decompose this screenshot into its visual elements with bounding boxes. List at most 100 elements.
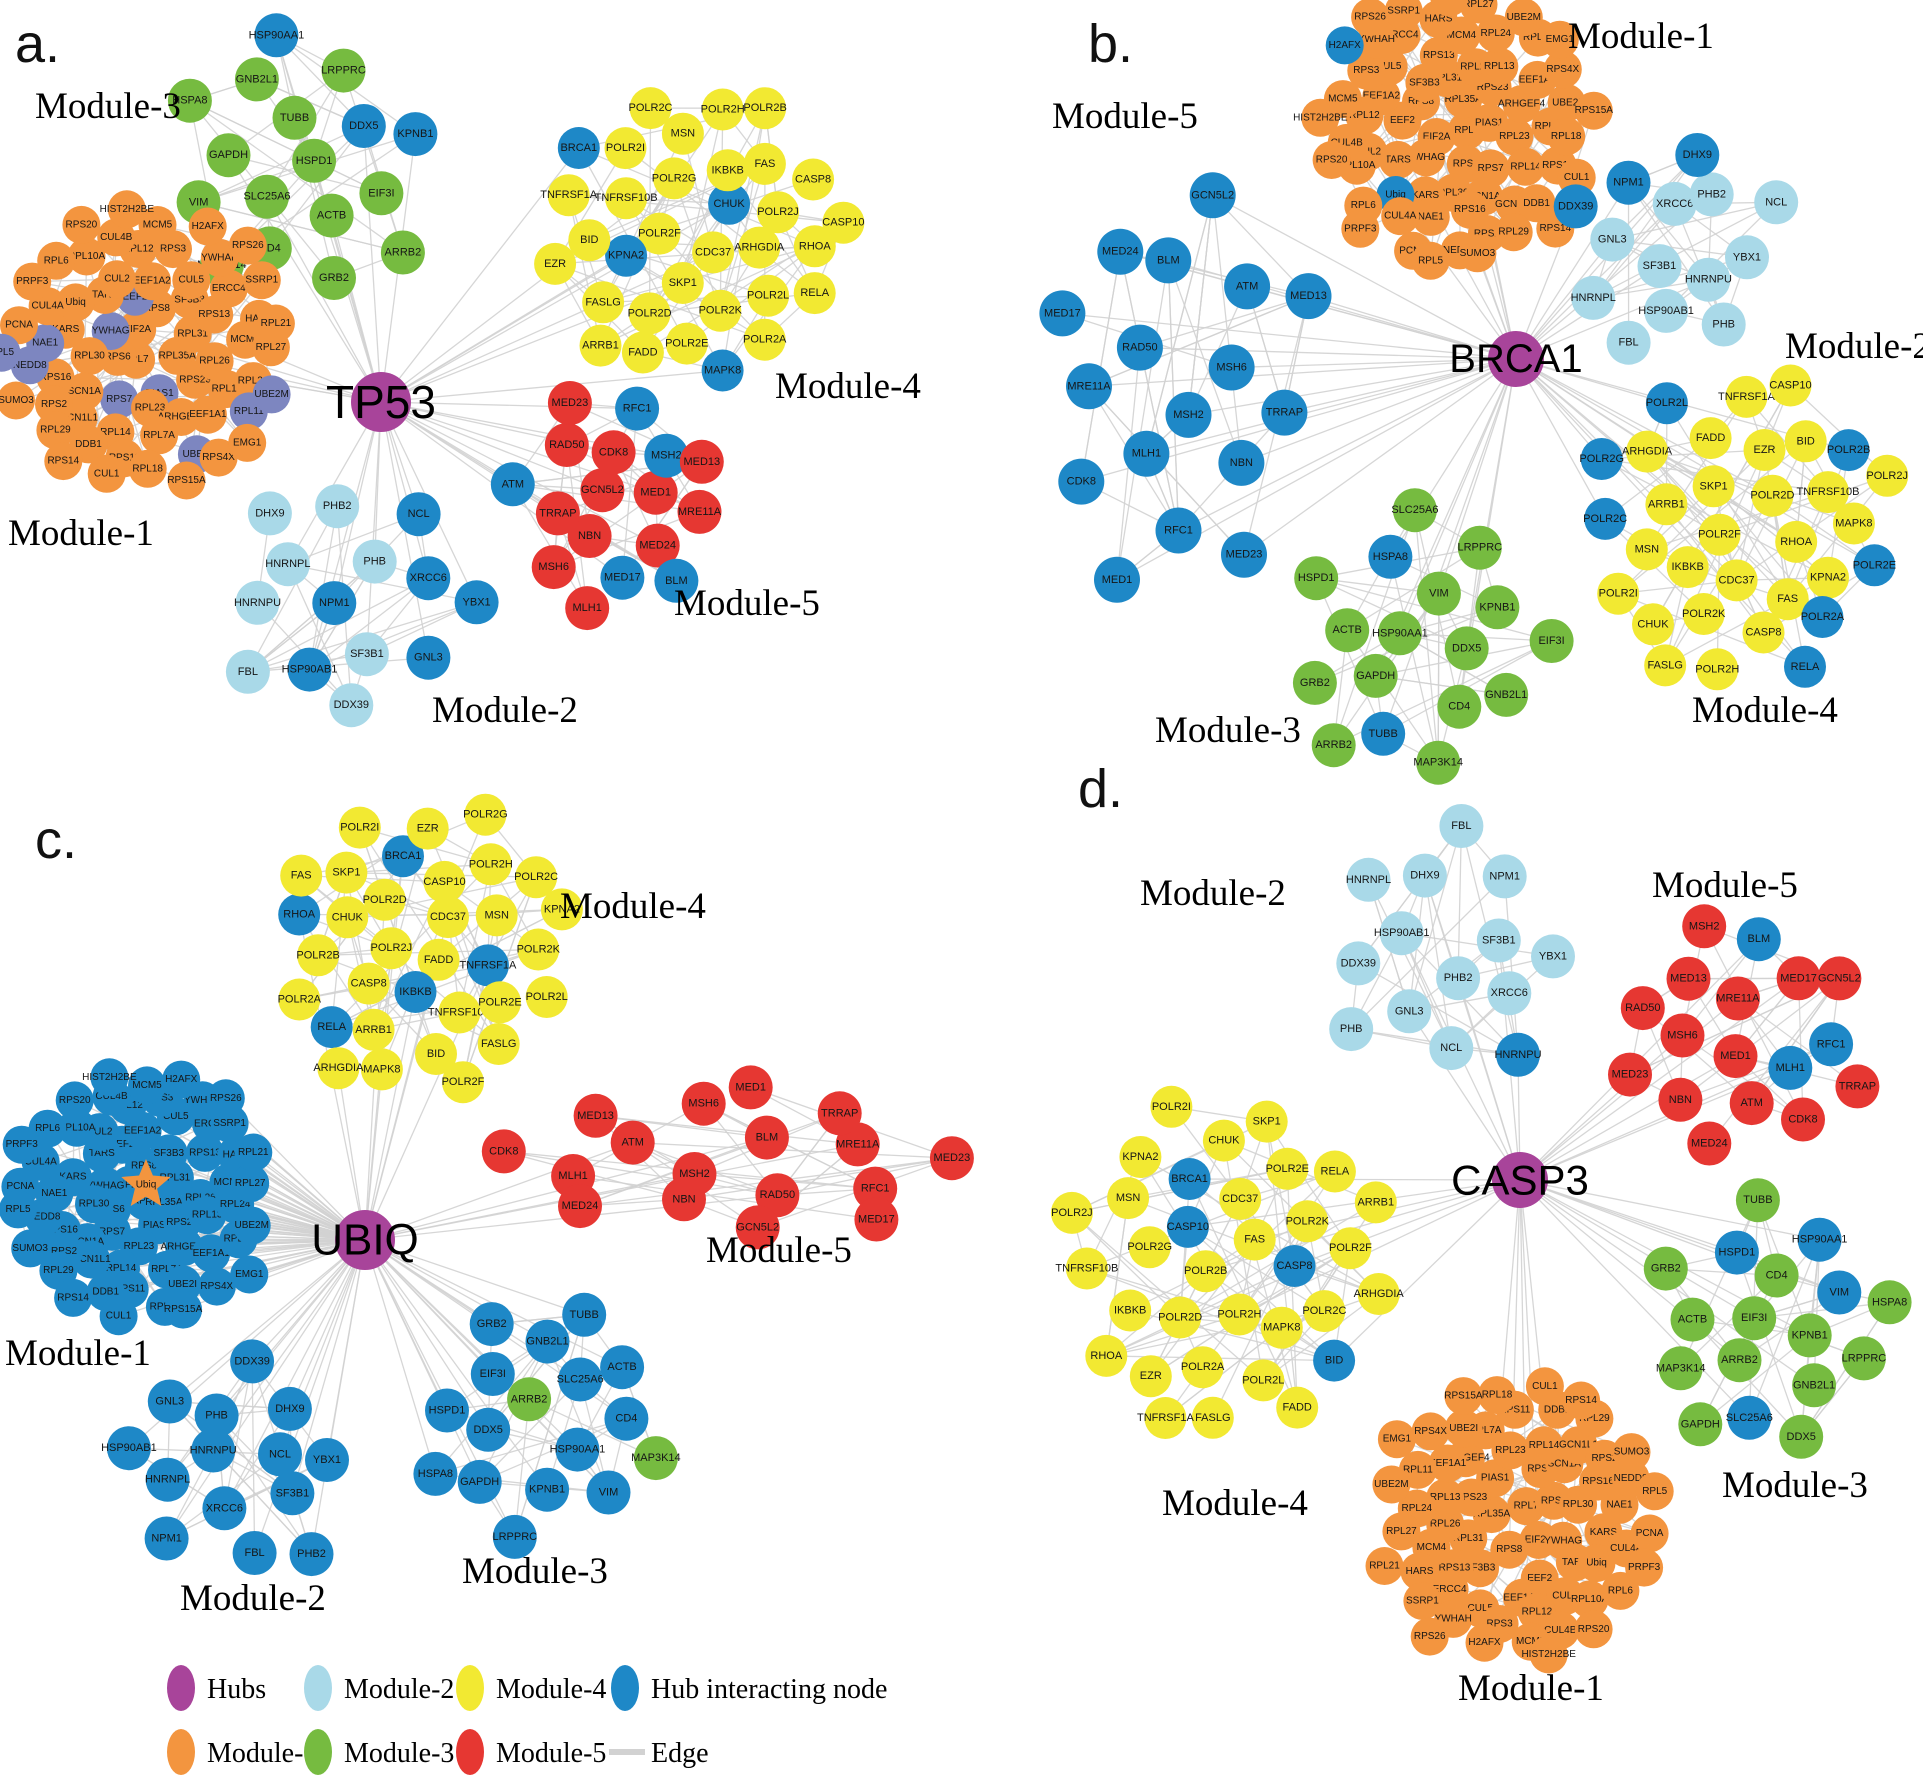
node-fas <box>1233 1218 1276 1261</box>
node-ubiq <box>56 283 95 322</box>
node-prpf3 <box>1341 209 1380 248</box>
node-fadd <box>1276 1386 1319 1429</box>
edge <box>189 100 382 194</box>
node-hnrnpu <box>1496 1032 1540 1077</box>
node-tnfrsf10b <box>605 177 648 220</box>
node-fbl <box>1606 320 1651 365</box>
node-rps13 <box>186 1133 224 1172</box>
node-tnfrsf1a <box>1725 375 1768 418</box>
node-trrap <box>1835 1064 1880 1109</box>
node-msh6 <box>1660 1013 1705 1058</box>
node-fbl <box>232 1531 277 1575</box>
edge <box>198 125 365 203</box>
node-arrb1 <box>579 324 622 367</box>
node-rpl30 <box>70 337 109 376</box>
module-title-a-module-2: Module-2 <box>432 690 578 731</box>
edge <box>446 1409 578 1451</box>
legend-item-module-4: Module-4 <box>456 1665 606 1711</box>
node-fas <box>1766 578 1809 621</box>
node-casp10 <box>1769 364 1812 407</box>
node-rps14 <box>54 1278 93 1317</box>
node-cul1 <box>87 454 126 493</box>
node-pcna <box>0 306 38 345</box>
node-eef1a2 <box>133 262 172 301</box>
node-rps20 <box>55 1081 94 1120</box>
edge <box>269 125 365 249</box>
edge <box>1086 1267 1240 1316</box>
module-title-b-module-5: Module-5 <box>1052 96 1198 137</box>
node-hspd1 <box>292 138 337 183</box>
node-hnrnpu <box>235 580 280 625</box>
node-dhx9 <box>267 1386 312 1431</box>
node-msn <box>475 894 518 937</box>
node-tnfrsf10b <box>438 991 481 1034</box>
node-casp8 <box>792 158 835 201</box>
node-rpl6 <box>1601 1571 1640 1610</box>
node-polr2b <box>1184 1250 1227 1293</box>
edge <box>1437 593 1440 763</box>
node-med23 <box>1221 531 1267 578</box>
node-blm <box>1145 237 1192 284</box>
node-tnfrsf1a <box>547 174 590 217</box>
node-vim <box>586 1470 631 1515</box>
panel-letter-c: c. <box>35 810 77 870</box>
edge <box>1179 1178 1191 1318</box>
node-rpl27 <box>1459 0 1498 24</box>
edge <box>573 1175 877 1221</box>
node-polr2j <box>1050 1191 1093 1234</box>
edge <box>1682 1034 1804 1121</box>
node-rps15a <box>1444 1377 1483 1416</box>
edge <box>342 70 404 253</box>
legend-label: Module-5 <box>496 1738 606 1769</box>
node-ybx1 <box>1725 235 1769 280</box>
module-title-b-module-2: Module-2 <box>1785 326 1923 367</box>
node-xrcc6 <box>406 556 451 601</box>
node-brca1 <box>382 835 424 878</box>
edge <box>287 563 477 603</box>
node-kpnb1 <box>1475 585 1520 630</box>
hub-edge <box>289 1239 366 1410</box>
node-hars <box>1400 1552 1439 1591</box>
panel-a-module-1: RPL7EIF2ARPL35ARPS6RPS8PIAS1YWHAGRPL31RP… <box>0 190 295 500</box>
hub-edge <box>1515 358 1738 581</box>
node-polr2i <box>604 127 647 170</box>
node-gapdh <box>206 133 251 178</box>
node-rps3 <box>1347 51 1386 90</box>
legend-item-hub-interacting-node: Hub interacting node <box>611 1665 887 1711</box>
edge <box>1262 1293 1380 1381</box>
edge <box>1389 556 1439 763</box>
hub-edge <box>223 1239 366 1509</box>
edge <box>1315 577 1384 735</box>
edge <box>1116 260 1169 580</box>
node-bid <box>1784 420 1827 463</box>
hub-edge <box>1146 358 1517 455</box>
node-bid <box>1313 1339 1356 1382</box>
legend-label: Module-3 <box>344 1738 454 1769</box>
node-hnrnpl <box>1346 857 1391 902</box>
node-skp1 <box>1692 465 1735 508</box>
node-vim <box>1416 571 1461 616</box>
node-hist2h2be <box>90 1058 129 1097</box>
edge <box>1713 485 1829 579</box>
node-eif3i <box>470 1352 515 1396</box>
node-ube2m <box>1372 1465 1411 1504</box>
panel-a-module-2: NPM1PHBSF3B1HNRNPLXRCC6HSP90AB1PHB2GNL3H… <box>225 484 499 728</box>
node-med1 <box>633 470 678 515</box>
node-ube2m <box>1504 0 1543 37</box>
node-mcm5 <box>138 206 177 244</box>
module-title-a-module-4: Module-4 <box>775 366 921 407</box>
node-rpl29 <box>1494 213 1533 252</box>
node-npm1 <box>1482 854 1527 899</box>
node-grb2 <box>1292 660 1337 705</box>
node-ybx1 <box>305 1438 349 1482</box>
node-polr2g <box>1128 1226 1171 1269</box>
node-fas <box>743 142 786 185</box>
edge <box>1408 825 1463 1012</box>
node-tnfrsf1a <box>466 944 509 987</box>
node-tubb <box>1361 711 1406 756</box>
node-med24 <box>635 523 680 568</box>
node-rpl7a <box>140 416 179 455</box>
node-rpl18 <box>128 449 167 488</box>
node-msh6 <box>531 545 576 590</box>
node-rela <box>1784 645 1826 688</box>
